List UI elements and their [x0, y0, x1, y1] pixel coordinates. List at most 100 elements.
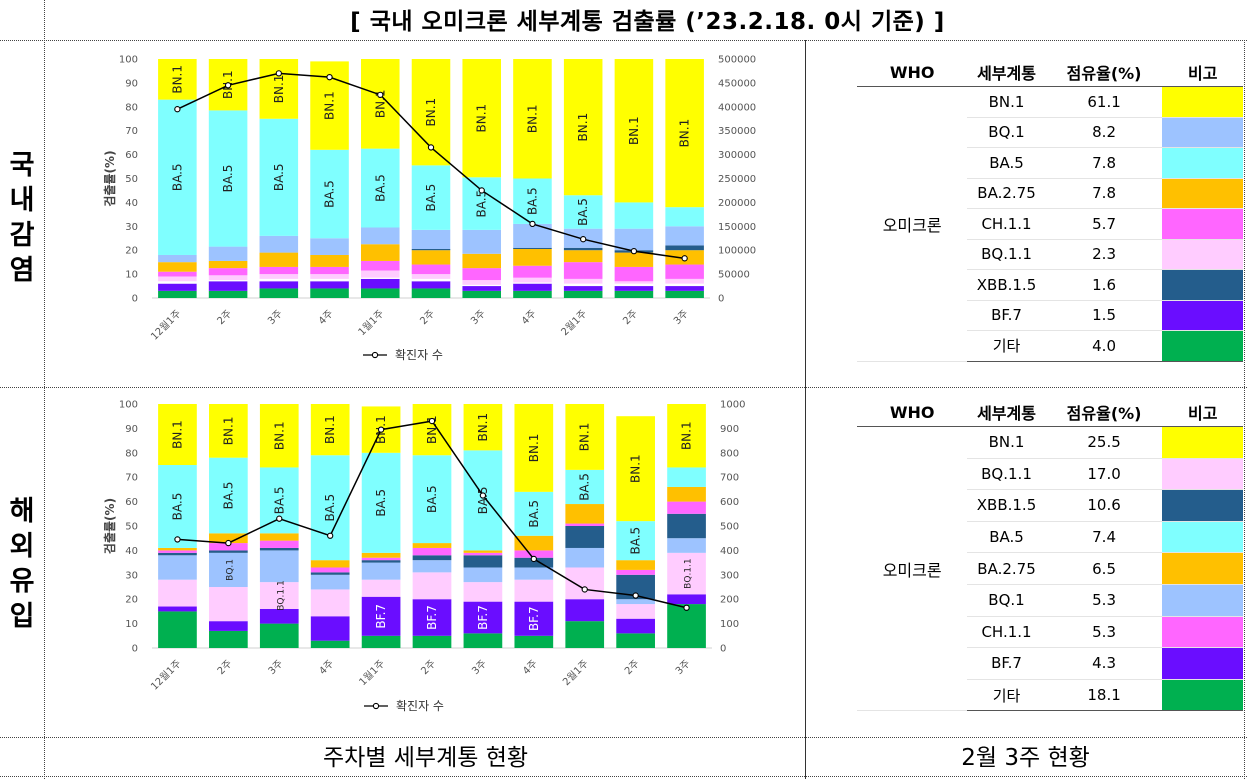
table-row: BQ.1.1 2.3	[857, 239, 1243, 270]
bar-segment-BQ.1.1	[310, 274, 349, 279]
line-point	[630, 248, 638, 255]
bar-segment-BQ.1.1	[514, 579, 554, 602]
table-header-cell: 점유율(%)	[1045, 58, 1163, 87]
table-lineage-cell: BQ.1.1	[967, 458, 1046, 491]
bar-segment-기타	[412, 635, 452, 648]
table-lineage-cell: CH.1.1	[967, 208, 1046, 240]
bar-segment-CH.1.1	[310, 266, 349, 275]
bar-segment-BQ.1	[259, 550, 299, 583]
table-lineage-cell: 기타	[967, 679, 1046, 712]
table-share-cell: 2.3	[1045, 239, 1163, 270]
y2-tick-label: 400	[720, 546, 739, 557]
bar-segment-BA.5	[360, 148, 400, 228]
y2-tick-label: 500	[720, 522, 739, 533]
bar-segment-BN.1	[259, 404, 299, 468]
bar-segment-XBB.1.5	[259, 547, 299, 551]
table-row: XBB.1.5 10.6	[857, 489, 1243, 522]
line-point	[427, 144, 435, 151]
bar-segment-BQ.1	[209, 552, 248, 587]
table-share-cell: 8.2	[1045, 117, 1163, 148]
bar-label: BA.5	[425, 485, 439, 513]
table-color-swatch	[1162, 300, 1243, 331]
bar-segment-BA.2.75	[361, 552, 401, 558]
bar-label: BA.5	[578, 473, 592, 501]
x-tick-label: 2주	[216, 658, 235, 677]
table-row: CH.1.1 5.3	[857, 616, 1243, 649]
line-point	[681, 255, 688, 262]
frame-row-divider	[0, 387, 1247, 388]
table-share-cell: 4.3	[1045, 647, 1163, 680]
table-lineage-cell: XBB.1.5	[967, 269, 1046, 301]
bar-segment-BN.1	[259, 59, 299, 119]
bar-segment-BN.1	[462, 59, 502, 178]
table-lineage-cell: BQ.1	[967, 584, 1046, 617]
bar-segment-기타	[616, 633, 655, 648]
bar-segment-기타	[158, 611, 197, 648]
line-point	[225, 539, 232, 547]
bar-segment-기타	[208, 290, 248, 298]
y-tick-label: 30	[125, 222, 138, 233]
table-row: BA.5 7.8	[857, 147, 1243, 179]
bar-segment-BQ.1	[513, 223, 552, 248]
line-point	[224, 82, 232, 89]
y-tick-label: 60	[125, 497, 138, 508]
table-share-cell: 17.0	[1045, 458, 1163, 491]
bar-segment-white	[360, 277, 400, 279]
table-lineage-cell: BF.7	[967, 647, 1046, 680]
bar-segment-BA.2.75	[667, 486, 706, 502]
table-color-swatch	[1162, 489, 1243, 522]
bar-segment-기타	[513, 290, 552, 298]
bar-segment-BQ.1	[614, 228, 654, 251]
bar-label: BA.5	[272, 163, 286, 191]
table-color-swatch	[1162, 147, 1243, 179]
bar-segment-BA.2.75	[360, 244, 400, 261]
bar-segment-BQ.1	[411, 229, 451, 250]
bar-segment-CH.1.1	[360, 260, 400, 271]
bar-segment-BF.7	[259, 281, 299, 289]
bar-segment-BN.1	[360, 59, 400, 149]
table-color-swatch	[1162, 178, 1243, 209]
footer-right-caption: 2월 3주 현황	[961, 745, 1090, 771]
x-tick-label: 2주	[418, 308, 437, 327]
table-share-cell: 25.5	[1045, 426, 1163, 459]
bar-label: BA.5	[323, 494, 337, 522]
bar-label: BN.1	[425, 415, 439, 444]
x-tick-label: 4주	[520, 308, 539, 327]
table-row: 기타 4.0	[857, 330, 1243, 362]
bar-segment-BA.5	[412, 455, 452, 544]
bar-segment-BQ.1.1	[310, 589, 350, 617]
bar-segment-white	[158, 281, 197, 284]
bar-segment-XBB.1.5	[411, 249, 451, 251]
bar-segment-BA.5	[565, 469, 605, 505]
x-tick-label: 4주	[521, 658, 540, 677]
bar-segment-BA.5	[616, 521, 655, 561]
bar-segment-기타	[463, 633, 503, 648]
y2-tick-label: 50000	[718, 270, 750, 281]
bar-label: BQ.1.1	[276, 580, 286, 610]
table-color-swatch	[1162, 552, 1243, 585]
bar-segment-BN.1	[158, 404, 197, 465]
legend-label: 확진자 수	[395, 348, 443, 362]
row-label-char: 입	[9, 601, 35, 632]
bar-segment-CH.1.1	[463, 552, 503, 556]
bar-segment-BN.1	[565, 404, 605, 470]
y2-tick-label: 0	[720, 644, 726, 655]
table-row: BA.5 7.4	[857, 521, 1243, 554]
x-tick-label: 4주	[317, 308, 336, 327]
y2-tick-label: 100000	[718, 246, 756, 257]
bar-segment-BA.5	[259, 118, 299, 236]
table-lineage-cell: BA.5	[967, 521, 1046, 554]
bar-segment-CH.1.1	[513, 265, 552, 278]
bar-segment-BQ.1	[360, 227, 400, 245]
y-axis-title: 검출률(%)	[102, 498, 117, 554]
table-lineage-cell: BN.1	[967, 86, 1046, 118]
table-color-swatch	[1162, 117, 1243, 148]
domestic-share-table: WHO 세부계통 점유율(%) 비고 오미크론 BN.1 61.1 BQ.1 8.2 BA.5 7.…	[857, 58, 1243, 362]
y2-tick-label: 250000	[718, 174, 756, 185]
bar-segment-BQ.1.1	[360, 270, 400, 278]
bar-segment-CH.1.1	[411, 264, 451, 275]
bar-label: BN.1	[323, 415, 337, 444]
y2-tick-label: 600	[720, 497, 739, 508]
table-lineage-cell: BF.7	[967, 300, 1046, 331]
page-title: [ 국내 오미크론 세부계통 검출률 (’23.2.18. 0시 기준) ]	[350, 9, 945, 35]
